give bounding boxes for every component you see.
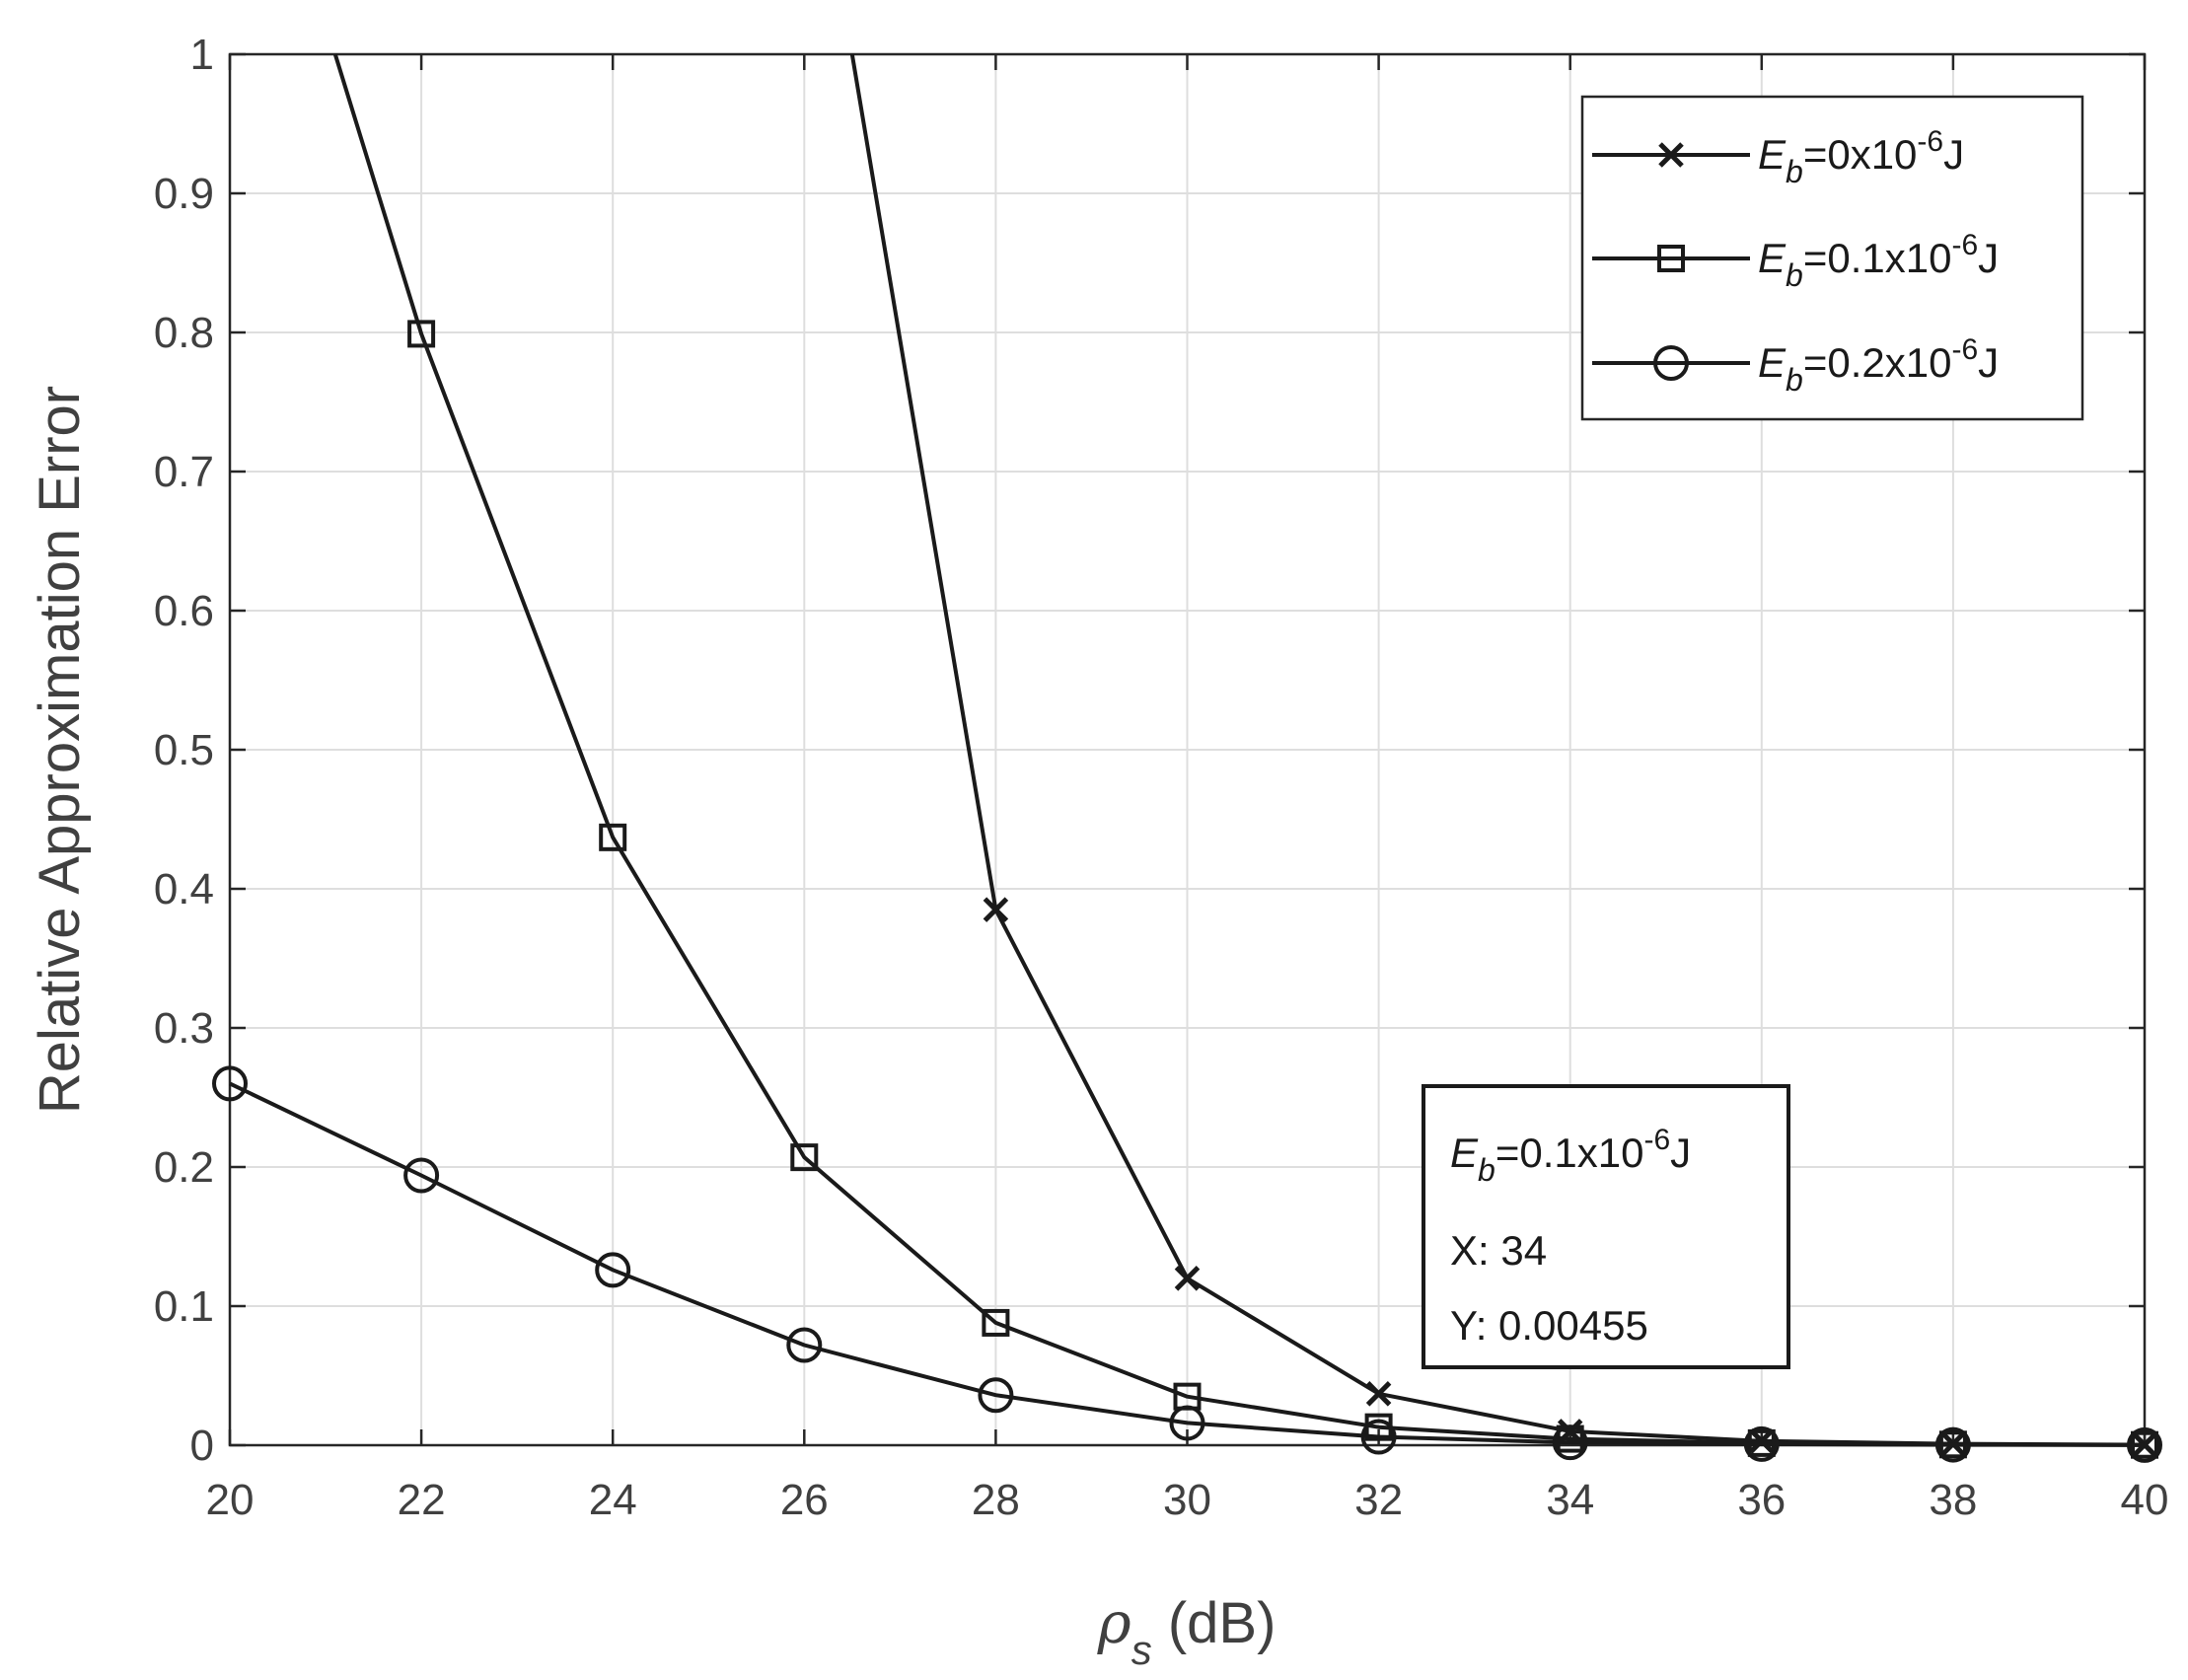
series-3-point <box>1934 1426 1971 1463</box>
legend-label-part: J <box>1978 339 1999 386</box>
legend-label-part: E <box>1758 131 1787 178</box>
legend-label-part: -6 <box>1917 125 1943 158</box>
legend-label-part: -6 <box>1951 333 1978 366</box>
series-3-line <box>229 1081 2146 1447</box>
y-axis-title: Relative Approximation Error <box>28 386 92 1114</box>
legend-label-part: J <box>1978 235 1999 281</box>
x-tick-label: 40 <box>2121 1476 2169 1524</box>
y-tick-label: 1 <box>190 31 214 79</box>
series-1-point <box>1365 1381 1392 1407</box>
y-tick-label: 0.6 <box>154 587 214 635</box>
x-tick-label: 34 <box>1546 1476 1594 1524</box>
y-tick-label: 0.3 <box>154 1004 214 1053</box>
x-axis-subscript: s <box>1131 1627 1152 1673</box>
x-axis-title: ρs (dB) <box>1097 1589 1276 1673</box>
x-tick-label: 22 <box>398 1476 446 1524</box>
legend-label: Eb=0.1x10-6J <box>1758 229 1999 293</box>
legend-label-part: b <box>1786 154 1803 189</box>
legend-swatch-point <box>1658 142 1684 168</box>
legend-entry: Eb=0x10-6J <box>1592 125 1964 189</box>
y-tick-label: 0.9 <box>154 170 214 218</box>
y-tick-label: 0.7 <box>154 448 214 496</box>
series-3-point <box>1743 1425 1780 1462</box>
series-3-point <box>978 1377 1014 1414</box>
series-2-point <box>790 1143 819 1172</box>
legend-entry: Eb=0.1x10-6J <box>1592 229 1999 293</box>
x-tick-label: 38 <box>1929 1476 1977 1524</box>
series-3-point <box>212 1065 248 1102</box>
legend-label-part: =0.2x10 <box>1803 339 1952 386</box>
x-tick-label: 30 <box>1163 1476 1211 1524</box>
data-tip-label-pre: =0.1x10 <box>1495 1130 1644 1176</box>
series-2-point <box>407 320 436 348</box>
series-3-point <box>595 1252 631 1288</box>
legend-label-part: =0.1x10 <box>1803 235 1952 281</box>
axis-ticks: 20 22 24 26 28 30 32 34 36 38 40 0 0.1 0.2 0.3 0.4 0.5 0.… <box>154 31 2169 1524</box>
legend-label-part: -6 <box>1951 229 1978 261</box>
series-1-point <box>1749 1428 1775 1454</box>
legend-label-part: E <box>1758 235 1787 281</box>
legend-label-part: b <box>1786 362 1803 398</box>
legend-swatch-point <box>1657 245 1685 272</box>
data-tip-label-post: J <box>1670 1130 1691 1176</box>
legend-label-part: b <box>1786 257 1803 293</box>
series-1-point <box>1174 1266 1201 1291</box>
x-tick-label: 20 <box>206 1476 255 1524</box>
legend-label: Eb=0x10-6J <box>1758 125 1964 189</box>
y-tick-label: 0.5 <box>154 726 214 774</box>
y-tick-label: 0.1 <box>154 1282 214 1331</box>
x-axis-unit: (dB) <box>1152 1591 1276 1655</box>
series-1-point <box>983 897 1009 922</box>
series-2-point <box>982 1308 1010 1337</box>
data-tip: Eb=0.1x10-6J X: 34 Y: 0.00455 <box>1422 1084 1790 1369</box>
data-tip-series-label: Eb=0.1x10-6J <box>1450 1124 1691 1188</box>
series-3-point <box>1169 1405 1205 1441</box>
legend-label-part: E <box>1758 339 1787 386</box>
y-tick-label: 0.4 <box>154 865 214 913</box>
legend-swatch-point <box>1653 345 1689 381</box>
y-tick-label: 0.2 <box>154 1143 214 1192</box>
legend-label-part: =0x10 <box>1803 131 1918 178</box>
series-3-point <box>1552 1424 1588 1461</box>
series-3-point <box>1360 1419 1397 1455</box>
legend-label-part: J <box>1943 131 1964 178</box>
series-3-point <box>403 1157 440 1194</box>
data-tip-label-sup: -6 <box>1643 1124 1670 1156</box>
series-2-point <box>599 823 627 851</box>
y-tick-label: 0.8 <box>154 309 214 357</box>
legend-entry: Eb=0.2x10-6J <box>1592 333 1999 398</box>
series-layer <box>212 53 2162 1463</box>
data-tip-label-base: E <box>1450 1130 1479 1176</box>
series-3-point <box>2127 1426 2162 1463</box>
x-axis-symbol: ρ <box>1097 1589 1131 1656</box>
data-tip-x: X: 34 <box>1450 1227 1547 1274</box>
data-tip-box <box>1422 1084 1790 1369</box>
x-tick-label: 24 <box>589 1476 637 1524</box>
data-tip-y: Y: 0.00455 <box>1450 1302 1648 1349</box>
y-tick-label: 0 <box>190 1422 214 1470</box>
x-tick-label: 26 <box>780 1476 829 1524</box>
data-tip-label-sub: b <box>1478 1152 1495 1188</box>
x-tick-label: 36 <box>1737 1476 1786 1524</box>
legend-label: Eb=0.2x10-6J <box>1758 333 1999 398</box>
x-tick-label: 32 <box>1354 1476 1403 1524</box>
x-tick-label: 28 <box>972 1476 1020 1524</box>
series-3-point <box>786 1327 823 1363</box>
series-3 <box>212 1065 2162 1463</box>
